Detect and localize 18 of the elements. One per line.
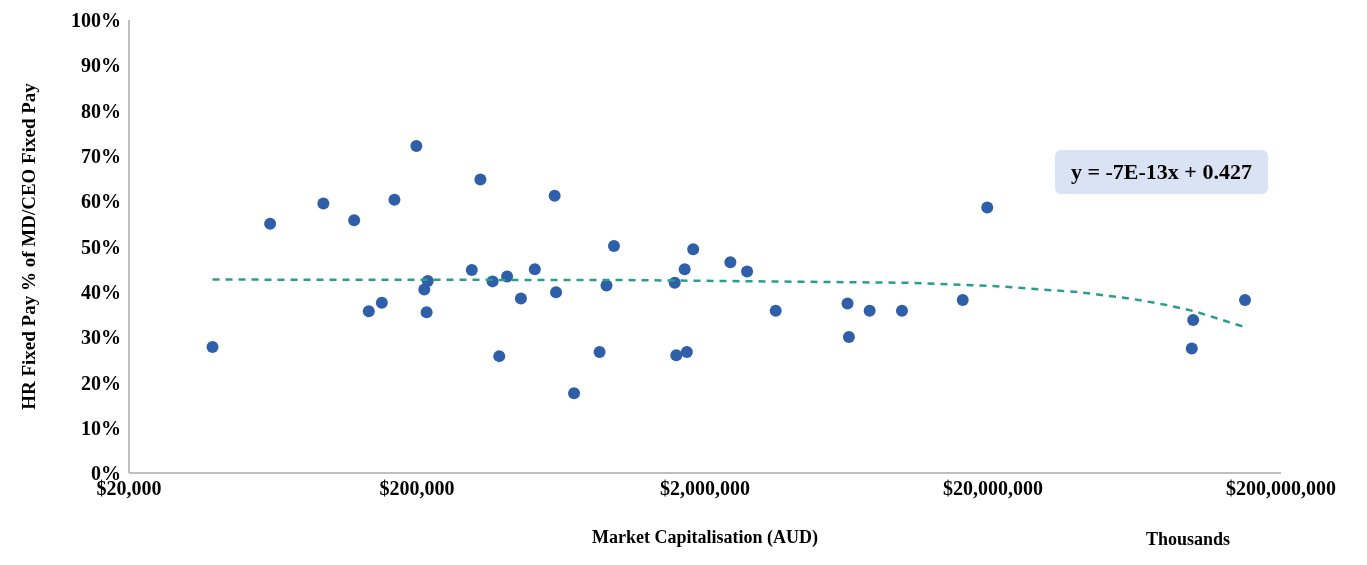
annotation: y = -7E-13x + 0.427 <box>1055 150 1268 194</box>
y-tick-label: 60% <box>81 190 121 213</box>
y-tick-label: 40% <box>81 280 121 303</box>
x-tick-label: $200,000,000 <box>1226 477 1336 500</box>
y-tick-label: 70% <box>81 145 121 167</box>
y-tick-label: 20% <box>81 371 121 394</box>
y-tick-label: 80% <box>81 99 121 122</box>
y-tick-label: 50% <box>81 235 121 258</box>
y-tick-label: 100% <box>71 9 121 32</box>
text: Thousands <box>1146 529 1231 550</box>
y-tick-label: 10% <box>81 416 121 439</box>
y-axis-title: HR Fixed Pay % of MD/CEO Fixed Pay <box>17 82 39 410</box>
y-tick-label: 30% <box>81 326 121 349</box>
x-tick-label: $20,000,000 <box>943 477 1043 500</box>
x-tick-label: $200,000 <box>379 477 455 500</box>
x-tick-label: $2,000,000 <box>660 477 750 500</box>
x-axis-title: Market Capitalisation (AUD) <box>592 527 818 548</box>
y-tick-label: 90% <box>81 54 121 77</box>
